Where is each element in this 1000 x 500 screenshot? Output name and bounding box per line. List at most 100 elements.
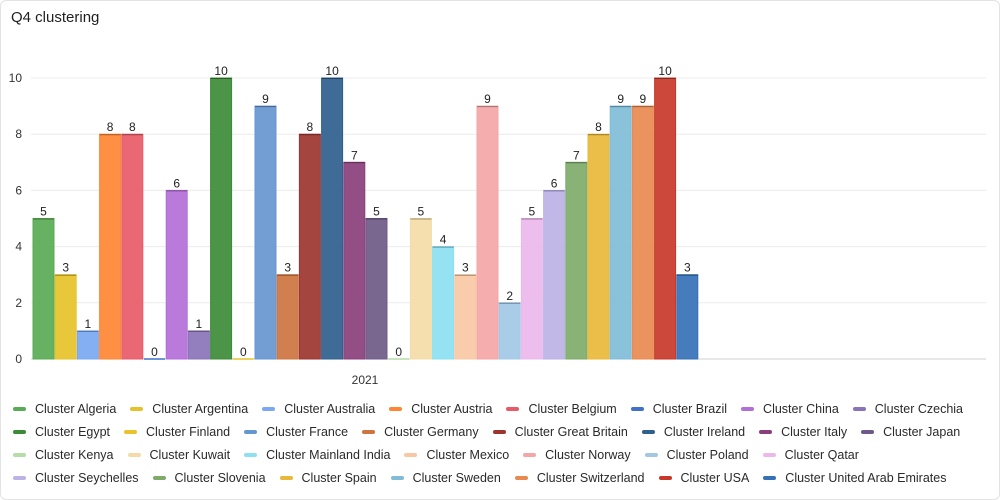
legend-item[interactable]: Cluster Italy xyxy=(759,420,847,443)
data-label: 9 xyxy=(640,92,647,106)
legend-item[interactable]: Cluster USA xyxy=(658,466,750,489)
legend-item[interactable]: Cluster Belgium xyxy=(506,397,617,420)
y-tick-label: 10 xyxy=(9,71,23,85)
bar xyxy=(587,133,610,360)
legend-item[interactable]: Cluster Egypt xyxy=(13,420,110,443)
legend-item[interactable]: Cluster Czechia xyxy=(852,397,964,420)
legend-swatch xyxy=(13,429,26,434)
data-label: 10 xyxy=(214,64,228,78)
legend-label: Cluster Switzerland xyxy=(536,470,645,485)
legend-swatch xyxy=(852,406,866,411)
data-label: 3 xyxy=(284,261,291,275)
bar xyxy=(165,189,188,360)
legend-item[interactable]: Cluster Poland xyxy=(644,443,749,466)
bar xyxy=(565,161,588,360)
data-label: 3 xyxy=(462,261,469,275)
legend-label: Cluster Egypt xyxy=(35,424,111,439)
legend-swatch xyxy=(741,406,755,411)
bar xyxy=(520,218,543,360)
legend-label: Cluster Algeria xyxy=(35,401,117,416)
legend-item[interactable]: Cluster Austria xyxy=(389,397,492,420)
legend-item[interactable]: Cluster Switzerland xyxy=(514,466,645,489)
y-tick-label: 4 xyxy=(15,240,22,254)
bar xyxy=(409,218,432,360)
legend-item[interactable]: Cluster Brazil xyxy=(630,397,728,420)
y-tick-label: 2 xyxy=(15,296,22,310)
legend-item[interactable]: Cluster Seychelles xyxy=(13,466,139,489)
legend-label: Cluster France xyxy=(266,424,349,439)
legend-swatch xyxy=(152,475,166,480)
legend-item[interactable]: Cluster Algeria xyxy=(13,397,116,420)
legend-label: Cluster USA xyxy=(680,470,750,485)
legend-label: Cluster Czechia xyxy=(874,401,964,416)
data-label: 2 xyxy=(506,289,513,303)
data-label: 1 xyxy=(196,317,203,331)
legend-label: Cluster Great Britain xyxy=(514,424,628,439)
legend-item[interactable]: Cluster Sweden xyxy=(390,466,501,489)
legend-swatch xyxy=(404,452,418,457)
bar xyxy=(76,330,99,360)
bar xyxy=(276,274,299,360)
legend-item[interactable]: Cluster Germany xyxy=(362,420,479,443)
bar xyxy=(99,133,122,360)
legend-label: Cluster China xyxy=(763,401,839,416)
bar xyxy=(298,133,321,360)
legend: Cluster Algeria Cluster Argentina Cluster … xyxy=(13,397,993,489)
data-label: 5 xyxy=(418,205,425,219)
legend-item[interactable]: Cluster Kenya xyxy=(13,443,114,466)
legend-swatch xyxy=(389,406,403,411)
legend-item[interactable]: Cluster United Arab Emirates xyxy=(763,466,946,489)
legend-item[interactable]: Cluster Kuwait xyxy=(127,443,231,466)
legend-item[interactable]: Cluster Japan xyxy=(861,420,960,443)
legend-swatch xyxy=(124,429,138,434)
legend-label: Cluster Kuwait xyxy=(149,447,231,462)
legend-label: Cluster Brazil xyxy=(652,401,728,416)
data-label: 8 xyxy=(129,120,136,134)
legend-swatch xyxy=(630,406,644,411)
legend-label: Cluster United Arab Emirates xyxy=(785,470,947,485)
legend-label: Cluster Austria xyxy=(411,401,493,416)
legend-item[interactable]: Cluster Mexico xyxy=(404,443,509,466)
legend-item[interactable]: Cluster Ireland xyxy=(641,420,745,443)
legend-item[interactable]: Cluster Finland xyxy=(124,420,230,443)
legend-item[interactable]: Cluster Argentina xyxy=(130,397,248,420)
legend-swatch xyxy=(523,452,537,457)
x-tick-label: 2021 xyxy=(352,373,379,387)
bar xyxy=(631,105,654,360)
legend-item[interactable]: Cluster China xyxy=(741,397,839,420)
bar xyxy=(432,246,455,360)
bar xyxy=(365,218,388,360)
legend-swatch xyxy=(762,452,776,457)
bar xyxy=(498,302,521,360)
y-tick-label: 0 xyxy=(15,352,22,366)
legend-item[interactable]: Cluster Spain xyxy=(279,466,377,489)
bar xyxy=(32,218,55,360)
legend-item[interactable]: Cluster Qatar xyxy=(762,443,859,466)
legend-label: Cluster Poland xyxy=(666,447,749,462)
legend-swatch xyxy=(514,475,528,480)
legend-swatch xyxy=(244,429,258,434)
legend-label: Cluster Sweden xyxy=(412,470,501,485)
legend-swatch xyxy=(13,452,26,457)
bar xyxy=(254,105,277,360)
legend-label: Cluster Japan xyxy=(883,424,961,439)
legend-item[interactable]: Cluster Norway xyxy=(523,443,631,466)
legend-item[interactable]: Cluster Australia xyxy=(262,397,375,420)
legend-item[interactable]: Cluster France xyxy=(244,420,348,443)
legend-item[interactable]: Cluster Slovenia xyxy=(152,466,266,489)
legend-swatch xyxy=(362,429,376,434)
chart-title: Q4 clustering xyxy=(11,9,100,26)
legend-label: Cluster Germany xyxy=(384,424,479,439)
legend-item[interactable]: Cluster Great Britain xyxy=(492,420,628,443)
legend-swatch xyxy=(658,475,672,480)
legend-item[interactable]: Cluster Mainland India xyxy=(244,443,390,466)
data-label: 8 xyxy=(595,120,602,134)
data-label: 5 xyxy=(373,205,380,219)
data-label: 9 xyxy=(262,92,269,106)
data-label: 3 xyxy=(684,261,691,275)
legend-swatch xyxy=(244,452,258,457)
data-label: 6 xyxy=(173,176,180,190)
legend-swatch xyxy=(506,406,520,411)
bar xyxy=(54,274,77,360)
